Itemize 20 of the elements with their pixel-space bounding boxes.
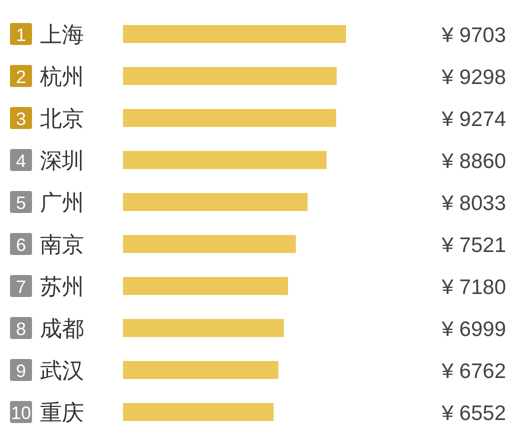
y-tick-label: 7 苏州 bbox=[16, 274, 84, 299]
data-label: ¥ 9298 bbox=[440, 66, 506, 89]
data-label: ¥ 9703 bbox=[440, 24, 506, 47]
y-tick-label: 6 南京 bbox=[16, 232, 84, 257]
y-tick-label: 8 成都 bbox=[16, 316, 84, 341]
y-tick-label: 10 重庆 bbox=[10, 400, 84, 425]
y-tick-label: 9 武汉 bbox=[16, 358, 84, 383]
y-tick-label: 5 广州 bbox=[16, 190, 84, 215]
data-label: ¥ 6999 bbox=[440, 318, 506, 341]
data-label: ¥ 9274 bbox=[440, 108, 506, 131]
data-label: ¥ 8033 bbox=[440, 192, 506, 215]
y-tick-label: 1 上海 bbox=[16, 22, 84, 47]
y-tick-label: 2 杭州 bbox=[16, 64, 84, 89]
y-tick-label: 3 北京 bbox=[16, 106, 84, 131]
data-label: ¥ 7521 bbox=[440, 234, 506, 257]
data-label: ¥ 7180 bbox=[440, 276, 506, 299]
data-label: ¥ 6762 bbox=[440, 360, 506, 383]
y-tick-label: 4 深圳 bbox=[16, 148, 84, 173]
data-label: ¥ 6552 bbox=[440, 402, 506, 425]
data-label: ¥ 8860 bbox=[440, 150, 506, 173]
